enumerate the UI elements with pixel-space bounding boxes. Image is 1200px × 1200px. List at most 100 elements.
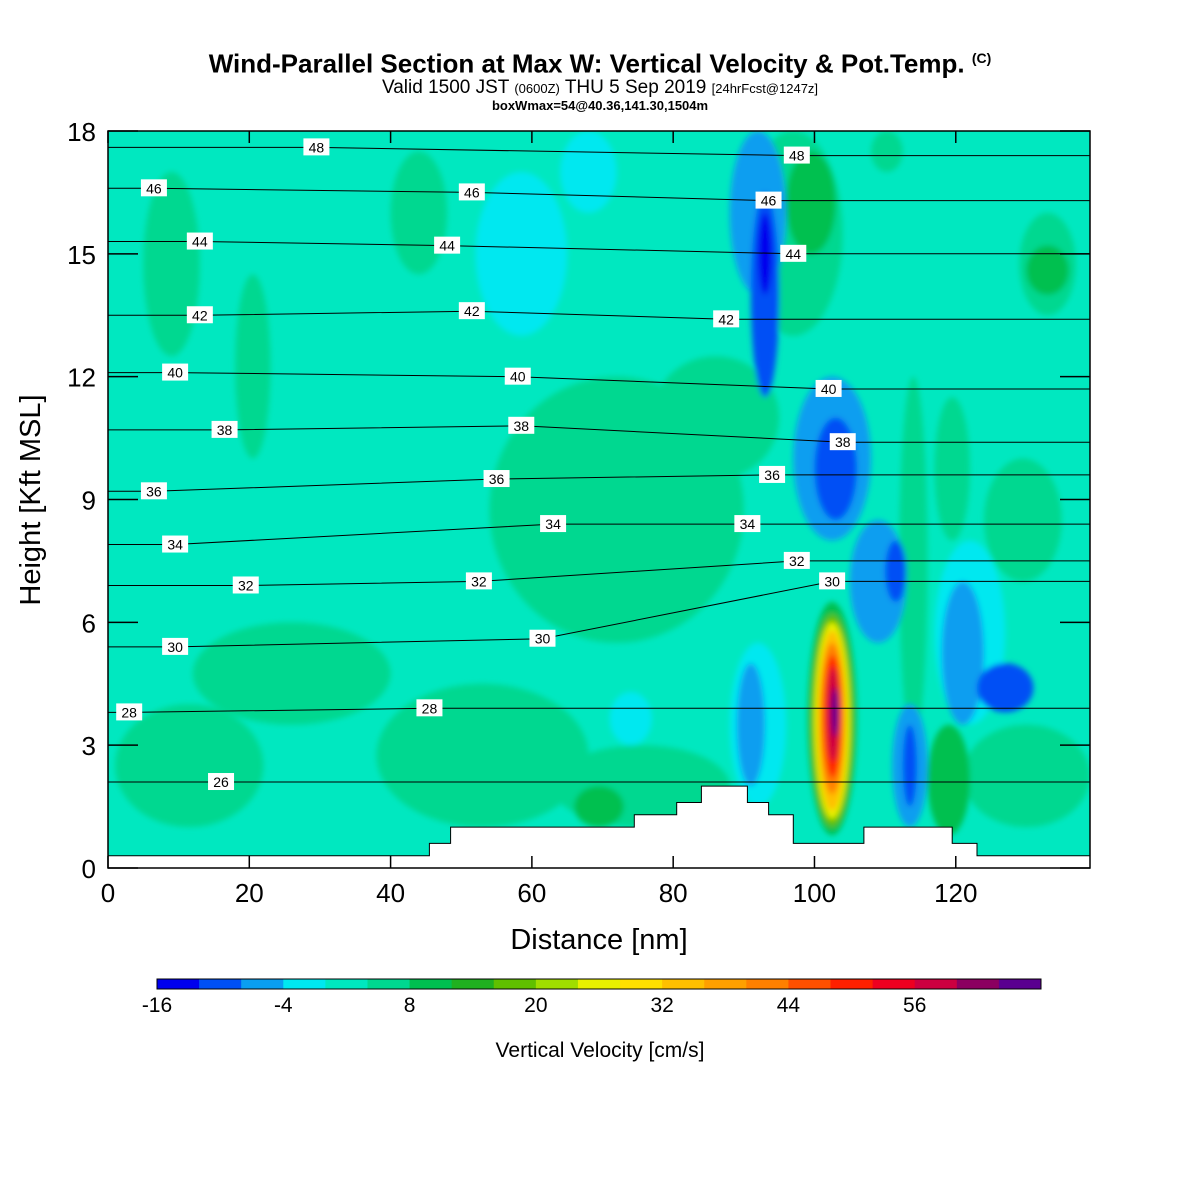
velocity-cell-32 (976, 663, 1034, 713)
contour-label-34: 34 (162, 535, 189, 553)
contour-label-text: 38 (835, 434, 851, 450)
contour-label-42: 42 (458, 302, 485, 320)
chart-title: Wind-Parallel Section at Max W: Vertical… (0, 44, 1200, 78)
y-tick-label: 3 (82, 731, 96, 761)
contour-label-text: 42 (718, 311, 734, 327)
colorbar-label: -16 (142, 994, 172, 1017)
contour-label-38: 38 (508, 416, 535, 434)
contour-label-46: 46 (755, 191, 782, 209)
contour-label-box (780, 244, 807, 262)
colorbar-label: 8 (404, 994, 416, 1017)
velocity-cell-12 (192, 622, 391, 725)
velocity-cell-0 (870, 131, 903, 172)
colorbar-swatch (451, 979, 495, 989)
contour-label-36: 36 (759, 465, 786, 483)
contour-label-box (508, 416, 535, 434)
contour-label-text: 36 (489, 471, 505, 487)
colorbar-swatch (998, 979, 1042, 989)
colorbar-label: 20 (524, 994, 547, 1017)
contour-label-40: 40 (504, 367, 531, 385)
colorbar-swatch (830, 979, 874, 989)
contour-label-text: 44 (192, 234, 208, 250)
colorbar-frame (156, 978, 1042, 990)
contour-label-text: 46 (146, 180, 162, 196)
x-tick-label: 0 (101, 878, 115, 908)
contour-label-text: 32 (471, 573, 487, 589)
contour-label-32: 32 (232, 576, 259, 594)
contour-label-box (434, 236, 461, 254)
contour-label-box (504, 367, 531, 385)
velocity-cell-44 (831, 687, 839, 737)
contour-label-text: 38 (217, 422, 233, 438)
contour-label-box (162, 363, 189, 381)
colorbar-swatch (493, 979, 537, 989)
contour-label-44: 44 (186, 232, 213, 250)
contour-label-text: 30 (535, 631, 551, 647)
velocity-cell-29 (885, 540, 907, 602)
colorbar-swatch (704, 979, 747, 989)
contour-label-text: 40 (821, 381, 837, 397)
contour-label-text: 34 (740, 516, 756, 532)
x-tick-label: 40 (376, 878, 405, 908)
contour-label-box (483, 470, 510, 488)
colorbar-label: -4 (274, 994, 293, 1017)
x-tick-label: 20 (235, 878, 264, 908)
velocity-cell-17 (574, 786, 624, 828)
velocity-cell-16 (927, 724, 970, 836)
x-tick-label: 100 (793, 878, 836, 908)
contour-label-text: 28 (422, 700, 438, 716)
contour-label-box (162, 637, 189, 655)
colorbar-swatch (241, 979, 284, 989)
box-info: boxWmax=54@40.36,141.30,1504m (491, 97, 709, 113)
contour-label-38: 38 (211, 420, 238, 438)
contour-label-box (540, 515, 567, 533)
contour-label-text: 44 (439, 238, 455, 254)
contour-label-text: 26 (213, 774, 229, 790)
contour-label-30: 30 (529, 629, 556, 647)
contour-label-text: 48 (789, 148, 805, 164)
contour-label-text: 38 (513, 418, 529, 434)
velocity-cell-21 (475, 171, 568, 336)
colorbar-label: 32 (650, 994, 673, 1017)
colorbar-swatch (788, 979, 832, 989)
contour-label-text: 44 (785, 246, 801, 262)
title-block: Wind-Parallel Section at Max W: Vertical… (0, 44, 1200, 113)
contour-label-text: 36 (146, 483, 162, 499)
velocity-cell-20 (560, 131, 617, 213)
contour-label-text: 30 (167, 639, 183, 655)
valid-forecast: [24hrFcst@1247z] (711, 80, 819, 96)
contour-label-44: 44 (434, 236, 461, 254)
contour-label-box (819, 572, 846, 590)
contour-label-text: 36 (764, 467, 780, 483)
contour-label-box (186, 232, 213, 250)
contour-label-box (783, 146, 810, 164)
contour-label-text: 48 (309, 139, 325, 155)
y-tick-label: 18 (67, 117, 96, 147)
velocity-cell-34 (736, 663, 766, 787)
x-tick-label: 120 (934, 878, 977, 908)
contour-label-box (416, 699, 443, 717)
contour-label-box (208, 773, 235, 791)
y-tick-label: 12 (67, 363, 96, 393)
contour-label-28: 28 (116, 703, 143, 721)
velocity-cell-7 (651, 356, 780, 480)
colorbar-swatch (367, 979, 411, 989)
colorbar-swatch (199, 979, 242, 989)
velocity-cell-10 (984, 458, 1062, 582)
valid-date: THU 5 Sep 2019 (564, 76, 707, 98)
contour-label-34: 34 (540, 515, 567, 533)
contour-label-46: 46 (458, 183, 485, 201)
contour-label-46: 46 (140, 179, 167, 197)
contour-labels: 48 48 46 46 46 44 44 44 42 42 42 40 40 40 38 38 38 36 36 36… (116, 138, 856, 791)
colorbar-title: Vertical Velocity [cm/s] (496, 1039, 705, 1062)
contour-label-36: 36 (483, 470, 510, 488)
contour-label-text: 40 (167, 365, 183, 381)
velocity-cell-19 (786, 151, 836, 254)
contour-label-text: 32 (238, 577, 254, 593)
contour-label-text: 28 (121, 704, 137, 720)
contour-label-box (783, 551, 810, 569)
velocity-cell-31 (941, 581, 985, 725)
velocity-cell-11 (115, 704, 264, 828)
contour-label-box (211, 420, 238, 438)
